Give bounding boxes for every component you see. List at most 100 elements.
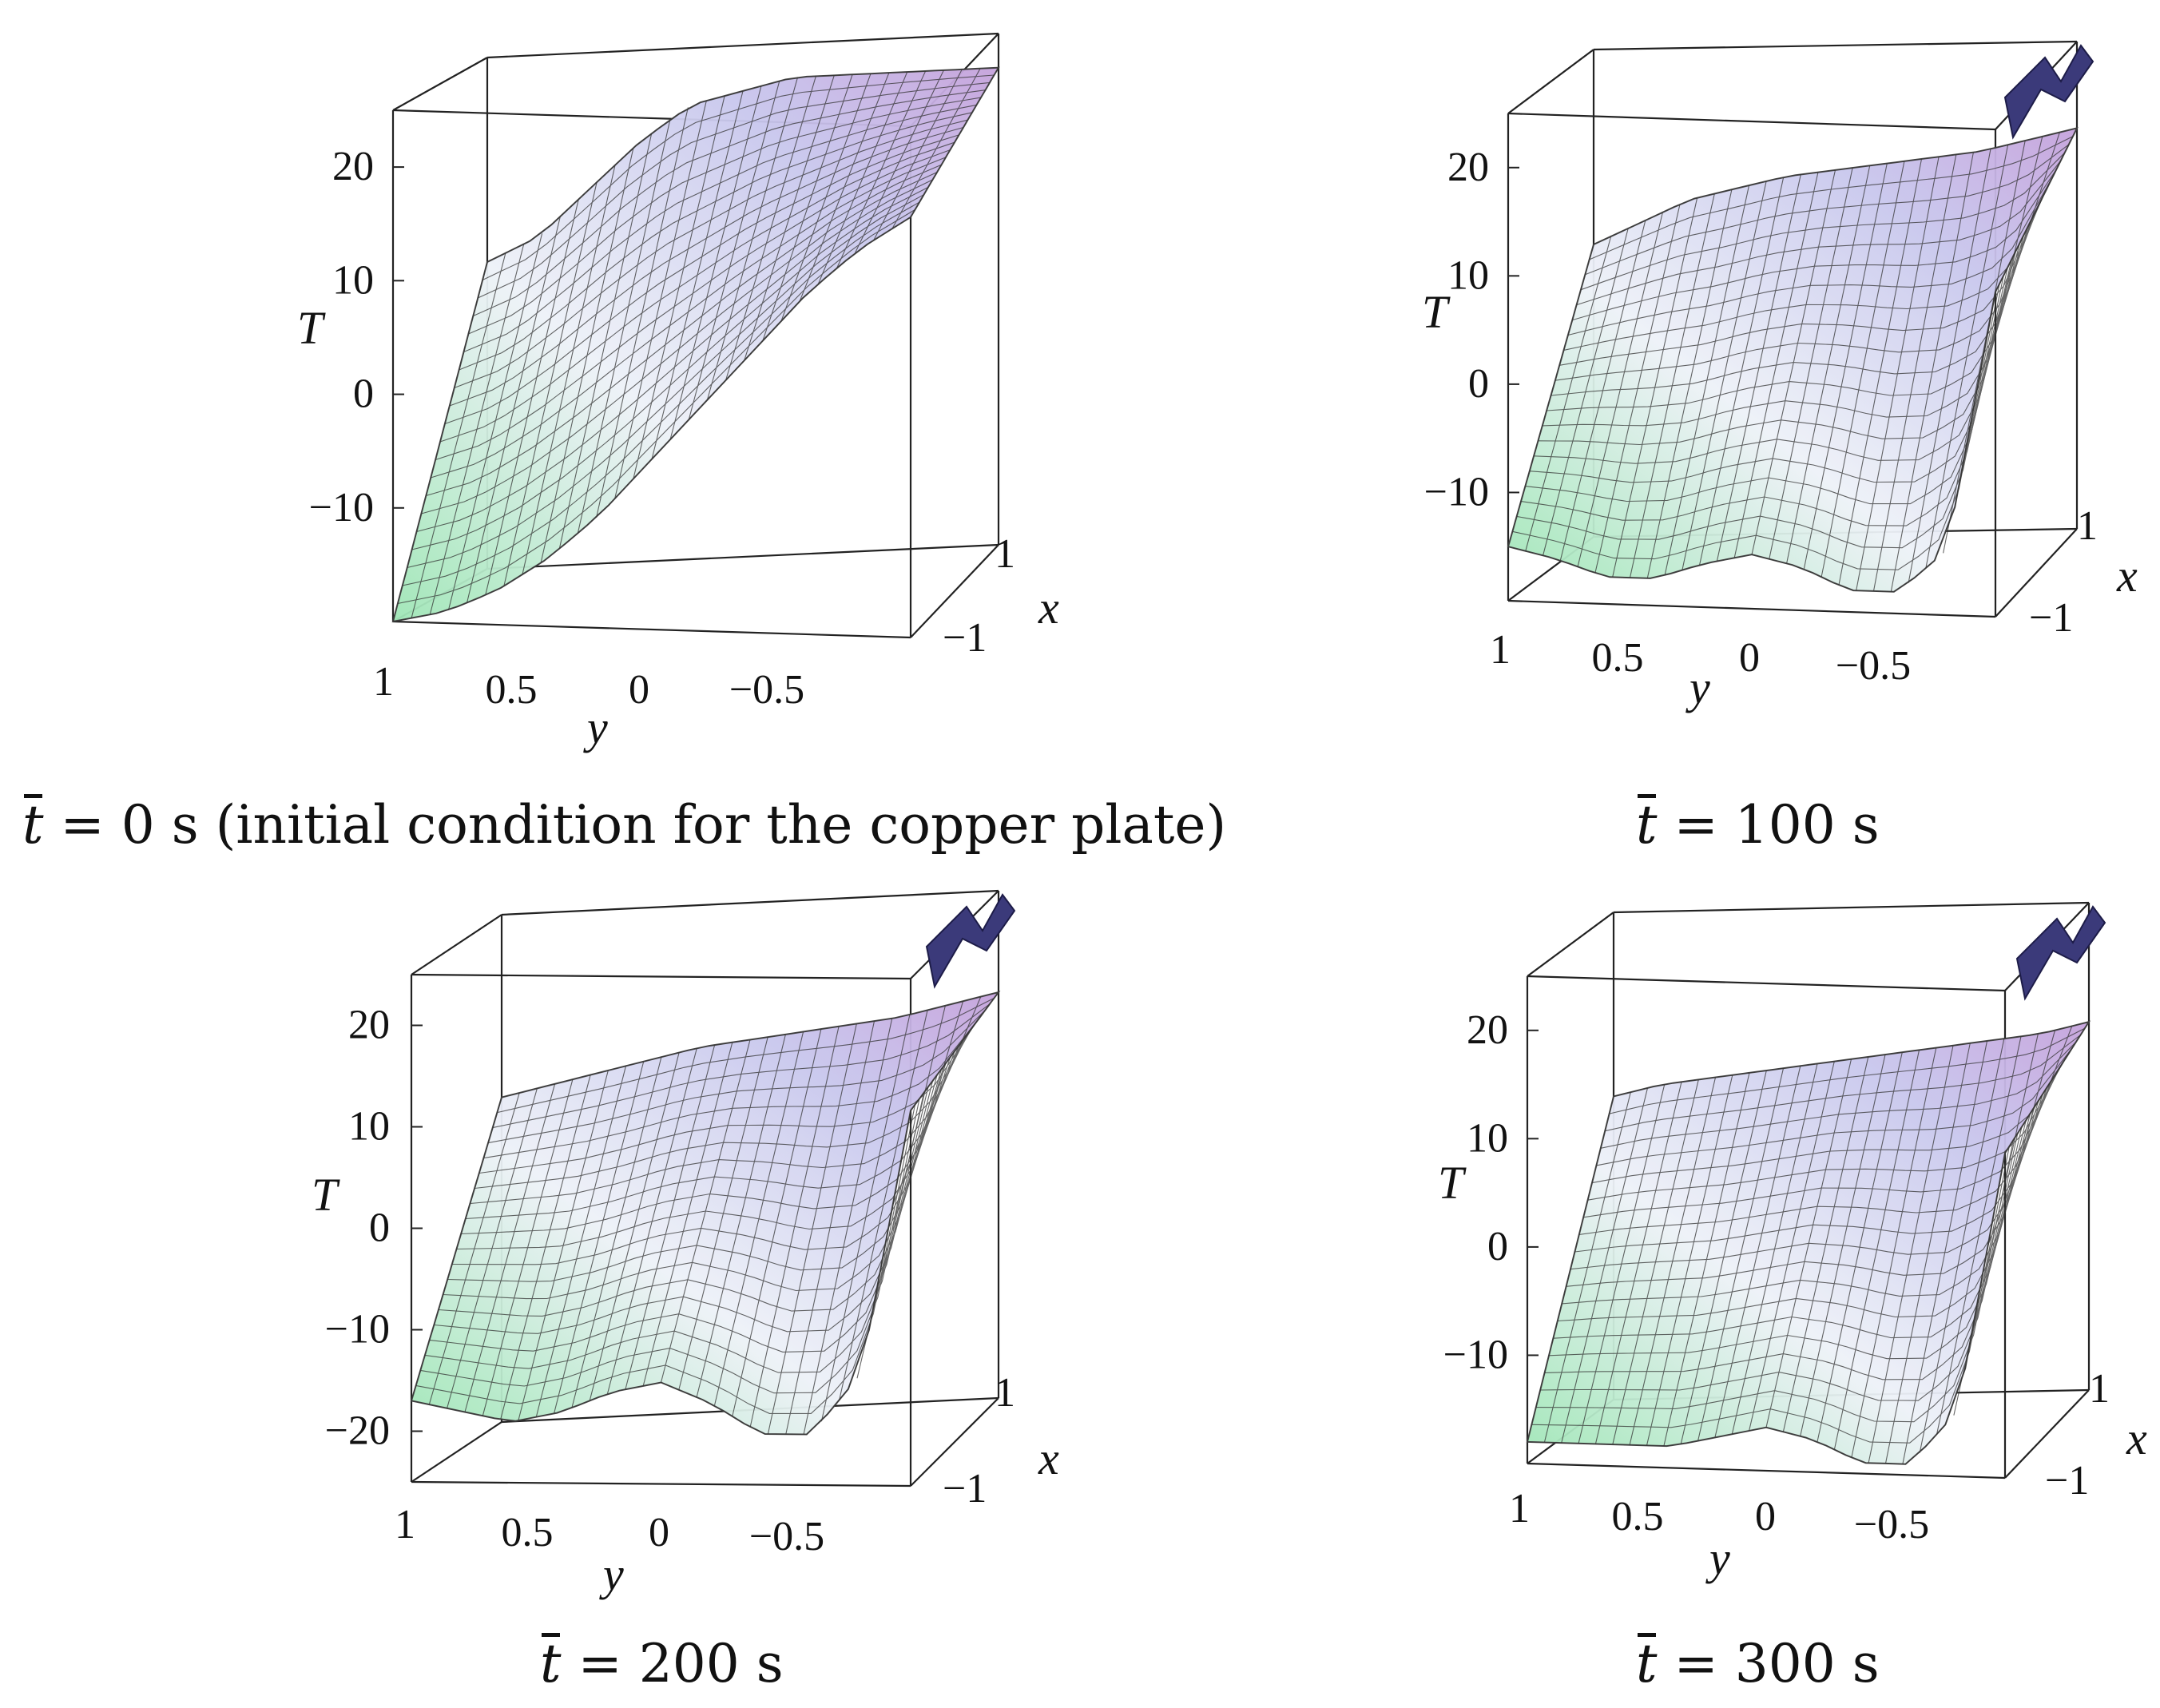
y-tick-label: 1 — [1509, 1486, 1530, 1531]
x-tick-label: −1 — [943, 615, 987, 661]
mesh-line-y — [651, 90, 744, 459]
mesh-line-y — [642, 1042, 733, 1387]
mesh-line-y — [856, 1005, 946, 1379]
mesh-line-y — [799, 72, 890, 302]
z-tick-label: 10 — [1467, 1115, 1508, 1161]
mesh-line-y — [1977, 132, 2060, 384]
y-tick-label: 0 — [649, 1510, 669, 1555]
surface-mesh-a — [392, 67, 999, 622]
mesh-line-y — [855, 70, 944, 253]
mesh-line-y — [1612, 1079, 1699, 1445]
caption-d-text: = 300 s — [1657, 1633, 1880, 1694]
mesh-line-y — [1851, 1047, 1937, 1458]
mesh-line-y — [467, 216, 561, 603]
y-tick-label: 0 — [1739, 635, 1760, 681]
mesh-line-y — [696, 1034, 786, 1398]
mesh-line-y — [660, 1039, 751, 1383]
caption-a-symbol: t — [22, 794, 44, 856]
x-tick-label: 1 — [2089, 1366, 2110, 1412]
surface-spike-d — [2015, 905, 2106, 1001]
surface-spike-c — [925, 893, 1016, 989]
z-tick-label: 0 — [353, 371, 374, 417]
z-tick-label: 10 — [332, 257, 374, 303]
mesh-line-y — [464, 1083, 556, 1412]
mesh-line-y — [1919, 1038, 2005, 1453]
caption-b-text: = 100 s — [1657, 794, 1880, 856]
mesh-line-y — [447, 233, 543, 611]
caption-panel-b: t = 100 s — [1636, 794, 1880, 852]
mesh-line-y — [1714, 1066, 1801, 1438]
mesh-line-y — [713, 1031, 804, 1406]
box-top-edge — [411, 914, 502, 975]
mesh-line-y — [1646, 1074, 1733, 1446]
mesh-line-y — [732, 1028, 822, 1417]
mesh-line-y — [554, 1061, 645, 1414]
mesh-line-y — [558, 133, 653, 550]
mesh-line-y — [1749, 1061, 1835, 1432]
mesh-line-y — [669, 85, 762, 440]
y-tick-label: −0.5 — [729, 667, 804, 713]
box-top-edge — [1507, 49, 1594, 114]
mesh-line-y — [767, 1023, 857, 1435]
mesh-line-y — [1577, 212, 1663, 567]
box-top-edge — [501, 889, 999, 916]
z-axis-label-b: T — [1422, 286, 1451, 338]
mesh-line-y — [1663, 1072, 1750, 1447]
mesh-line-y — [891, 68, 981, 229]
caption-a-text: = 0 s (initial condition for the copper … — [43, 794, 1227, 856]
mesh-line-y — [1594, 1082, 1682, 1444]
mesh-line-y — [1680, 1070, 1767, 1444]
mesh-line-y — [803, 1018, 893, 1435]
mesh-line-y — [785, 1020, 876, 1435]
mesh-line-y — [1902, 1040, 1988, 1464]
mesh-line-y — [540, 148, 634, 563]
y-axis-d: 1 0.5 0 −0.5 — [1509, 1486, 1929, 1547]
mesh-line-y — [1800, 1054, 1886, 1436]
caption-panel-c: t = 200 s — [540, 1633, 784, 1694]
caption-panel-a: t = 0 s (initial condition for the coppe… — [22, 794, 1226, 856]
mesh-line-y — [1817, 1052, 1903, 1442]
mesh-line-y — [1578, 1083, 1666, 1444]
y-axis-label-d: y — [1705, 1532, 1730, 1584]
z-axis-a: 20 10 0 −10 — [309, 144, 404, 530]
mesh-line-y — [1543, 1092, 1631, 1443]
box-floor-edge — [411, 1421, 502, 1483]
x-tick-label: 1 — [2077, 503, 2098, 549]
y-axis-label-c: y — [599, 1548, 624, 1600]
caption-c-symbol: t — [540, 1633, 562, 1694]
mesh-line-y — [1525, 236, 1612, 551]
mesh-line-y — [1561, 1087, 1649, 1444]
z-tick-label: 0 — [1487, 1224, 1508, 1269]
x-axis-label-c: x — [1038, 1432, 1059, 1484]
mesh-line-y — [873, 69, 963, 241]
mesh-line-y — [606, 1047, 697, 1394]
box-floor-edge — [1995, 528, 2078, 618]
mesh-line-y — [678, 1036, 768, 1390]
mesh-line-y — [725, 76, 816, 381]
mesh-line-y — [1507, 244, 1594, 547]
y-tick-label: 0.5 — [1612, 1494, 1664, 1539]
z-axis-d: 20 10 0 −10 — [1443, 1007, 1539, 1377]
mesh-line-y — [762, 74, 853, 341]
mesh-line-y — [1731, 1063, 1818, 1435]
box-floor-edge — [910, 544, 999, 638]
y-tick-label: 0.5 — [486, 667, 538, 713]
mesh-line-y — [1872, 154, 1957, 592]
mesh-line-y — [392, 261, 488, 622]
surface-mesh-b — [1507, 127, 2078, 593]
y-tick-label: 1 — [1490, 627, 1511, 673]
mesh-line-y — [1995, 128, 2078, 292]
y-tick-label: 0 — [629, 667, 649, 713]
z-tick-label: −10 — [1424, 469, 1489, 514]
x-tick-label: −1 — [2029, 595, 2073, 641]
mesh-line-y — [892, 996, 982, 1206]
box-floor-edge — [1527, 1462, 2006, 1480]
box-top-edge — [1613, 901, 2090, 914]
z-tick-label: −10 — [309, 485, 374, 530]
mesh-line-y — [1594, 204, 1681, 574]
mesh-line-y — [1890, 152, 1974, 592]
x-tick-label: 1 — [995, 531, 1015, 577]
z-tick-label: 20 — [1467, 1007, 1508, 1053]
caption-panel-d: t = 300 s — [1636, 1633, 1880, 1690]
panel-c: 20 10 0 −10 −20 T 1 0.5 0 −0.5 y 1 −1 x — [312, 889, 1059, 1600]
